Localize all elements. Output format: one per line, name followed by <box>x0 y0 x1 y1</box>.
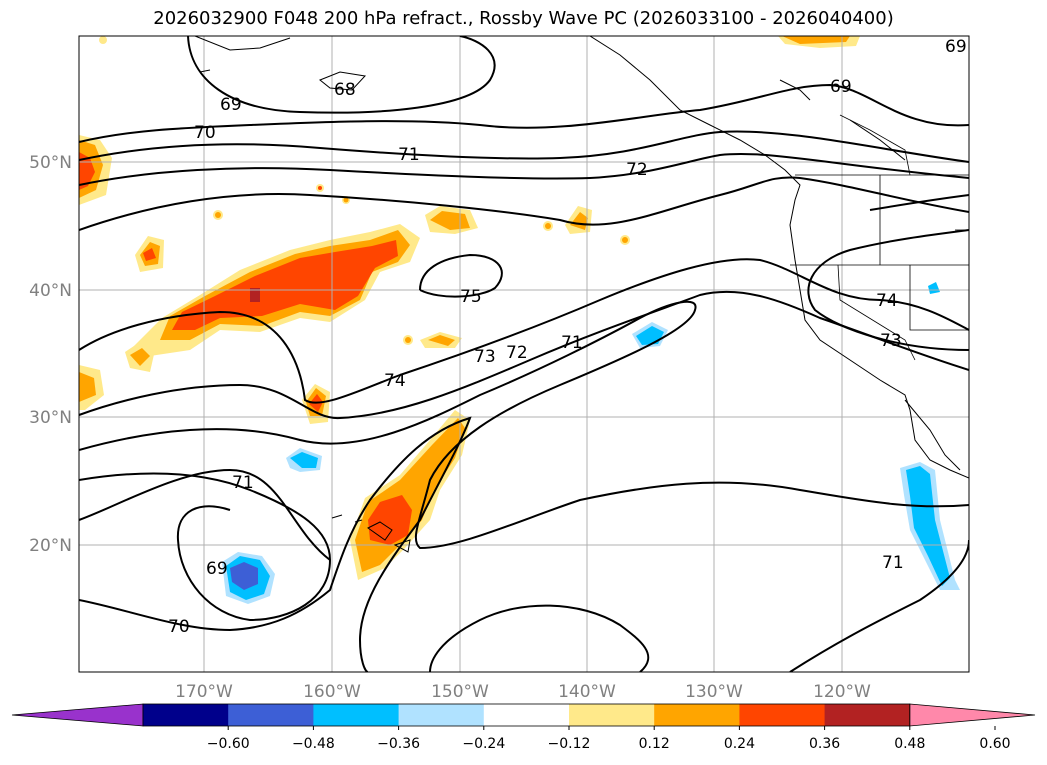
contour-label: 69 <box>206 559 228 579</box>
latitude-axis: 50°N 40°N 30°N 20°N <box>29 153 72 556</box>
colorbar-tick-label: 0.12 <box>639 736 670 752</box>
colorbar-segment <box>654 704 740 726</box>
longitude-axis: 170°W 160°W 150°W 140°W 130°W 120°W <box>175 682 871 702</box>
contour-label: 71 <box>398 145 420 165</box>
contour-label: 69 <box>945 37 967 57</box>
colorbar-segment <box>313 704 400 726</box>
lat-label: 50°N <box>29 153 72 173</box>
contour-label: 71 <box>561 333 583 353</box>
contour-label: 69 <box>220 95 242 115</box>
contour-label: 73 <box>474 347 496 367</box>
coastlines <box>194 36 969 553</box>
colorbar-tick-label: 0.60 <box>979 736 1010 752</box>
contour-label-group: 69 68 70 71 72 75 74 73 72 71 71 69 70 7… <box>168 37 967 637</box>
colorbar-tick-label: −0.36 <box>377 736 420 752</box>
colorbar-tick-label: 0.24 <box>724 736 755 752</box>
colorbar-segment <box>228 704 314 726</box>
contour-label: 70 <box>168 617 190 637</box>
contour-label: 71 <box>232 473 254 493</box>
colorbar-tick-label: 0.48 <box>894 736 925 752</box>
contour-label: 74 <box>384 371 406 391</box>
lon-label: 160°W <box>303 682 361 702</box>
lat-label: 30°N <box>29 408 72 428</box>
contour-label: 72 <box>626 160 648 180</box>
colorbar-extension-high <box>909 703 1036 727</box>
colorbar-segment <box>483 704 570 726</box>
lat-label: 20°N <box>29 536 72 556</box>
colorbar-segment <box>398 704 485 726</box>
lon-label: 170°W <box>175 682 233 702</box>
colorbar-tick-label: −0.24 <box>462 736 505 752</box>
colorbar-segment <box>143 704 229 726</box>
lon-label: 150°W <box>431 682 489 702</box>
colorbar-segment <box>824 704 911 726</box>
contour-label: 68 <box>334 80 356 100</box>
contour-label: 69 <box>830 77 852 97</box>
negative-shading <box>222 282 960 604</box>
colorbar-tick-label: −0.48 <box>292 736 335 752</box>
colorbar: −0.60 −0.48 −0.36 −0.24 −0.12 0.12 0.24 0.36 0.4… <box>11 703 1036 752</box>
map-frame <box>78 35 970 673</box>
colorbar-tick-label: 0.36 <box>809 736 840 752</box>
graticule <box>79 36 969 672</box>
lon-label: 140°W <box>558 682 616 702</box>
colorbar-segment <box>569 704 655 726</box>
colorbar-tick-label: −0.60 <box>207 736 250 752</box>
colorbar-outline <box>142 703 911 727</box>
contour-label: 74 <box>876 291 898 311</box>
lat-label: 40°N <box>29 281 72 301</box>
colorbar-segment <box>739 704 826 726</box>
lon-label: 120°W <box>813 682 871 702</box>
map-title: 2026032900 F048 200 hPa refract., Rossby… <box>153 8 894 29</box>
contour-label: 71 <box>882 553 904 573</box>
contour-label: 75 <box>460 287 482 307</box>
lon-label: 130°W <box>685 682 743 702</box>
contour-label: 70 <box>194 123 216 143</box>
contour-label: 72 <box>506 343 528 363</box>
contour-lines <box>79 36 969 672</box>
colorbar-extension-low <box>11 703 144 727</box>
positive-shading <box>79 36 860 580</box>
contour-label: 73 <box>880 331 902 351</box>
colorbar-tick-label: −0.12 <box>548 736 591 752</box>
